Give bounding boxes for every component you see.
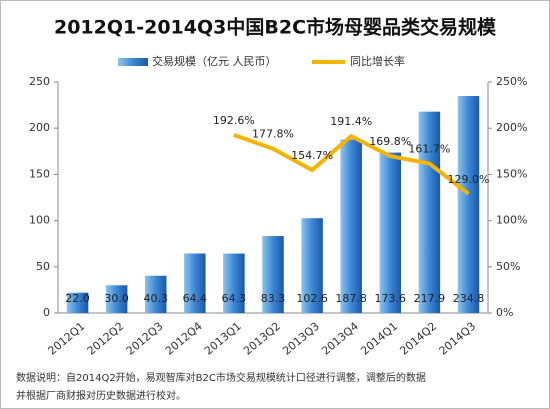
bar-value-label: 83.3 xyxy=(261,292,286,305)
line-value-label: 177.8% xyxy=(252,128,294,141)
bar-value-label: 40.3 xyxy=(143,292,168,305)
line-value-label: 191.4% xyxy=(330,115,372,128)
legend-label: 交易规模（亿元 人民币） xyxy=(152,54,277,68)
footnote: 数据说明：自2014Q2开始，易观智库对B2C市场交易规模统计口径进行调整，调整… xyxy=(16,371,426,384)
chart-title: 2012Q1-2014Q3中国B2C市场母婴品类交易规模 xyxy=(54,16,497,39)
line-value-label: 169.8% xyxy=(369,135,411,148)
y2-tick-label: 50% xyxy=(496,260,520,273)
line-value-label: 161.7% xyxy=(408,143,450,156)
y2-tick-label: 150% xyxy=(496,167,527,180)
bar-value-label: 187.8 xyxy=(335,292,367,305)
line-value-label: 192.6% xyxy=(213,114,255,127)
bar-value-label: 64.4 xyxy=(183,292,208,305)
bar-value-label: 102.6 xyxy=(296,292,328,305)
bar xyxy=(262,236,284,313)
legend-label: 同比增长率 xyxy=(350,54,405,68)
bar xyxy=(144,275,167,313)
y-tick-label: 50 xyxy=(36,260,50,273)
bar-value-label: 30.0 xyxy=(104,292,129,305)
y-tick-label: 250 xyxy=(29,75,50,88)
footnote: 并根据厂商财报对历史数据进行校对。 xyxy=(16,389,186,402)
y-tick-label: 200 xyxy=(29,121,50,134)
bar xyxy=(66,292,89,313)
y2-tick-label: 200% xyxy=(496,121,527,134)
line xyxy=(233,133,470,196)
bar xyxy=(457,96,480,313)
line-value-label: 154.7% xyxy=(291,149,333,162)
y2-tick-label: 100% xyxy=(496,214,527,227)
bar-value-label: 22.0 xyxy=(65,292,90,305)
bar xyxy=(105,285,128,313)
bar xyxy=(184,253,206,313)
y-tick-label: 100 xyxy=(29,214,50,227)
bar-value-label: 234.8 xyxy=(453,292,485,305)
bar xyxy=(340,139,362,313)
y-tick-label: 0 xyxy=(43,306,50,319)
bar xyxy=(223,253,245,313)
y-tick-label: 150 xyxy=(29,167,50,180)
bar-value-label: 217.9 xyxy=(414,292,446,305)
line-value-label: 129.0% xyxy=(447,173,489,186)
y2-tick-label: 0% xyxy=(496,306,513,319)
bar xyxy=(301,218,323,313)
y2-tick-label: 250% xyxy=(496,75,527,88)
bar-value-label: 64.3 xyxy=(222,292,247,305)
legend-swatch xyxy=(118,58,148,66)
bar-value-label: 173.6 xyxy=(375,292,407,305)
bar xyxy=(379,152,402,313)
